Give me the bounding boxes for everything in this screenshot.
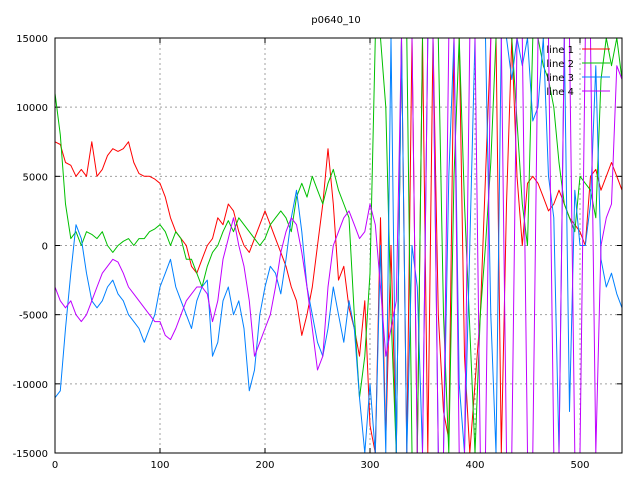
y-tick-label: 5000 — [23, 172, 48, 183]
legend-label: line 1 — [546, 45, 574, 56]
x-tick-label: 400 — [465, 460, 484, 471]
x-tick-label: 100 — [150, 460, 169, 471]
legend: line 1 line 2 line 3 line 4 — [546, 45, 610, 98]
series-line-3 — [55, 38, 622, 453]
legend-label: line 4 — [546, 87, 574, 98]
x-tick-label: 300 — [360, 460, 379, 471]
legend-label: line 2 — [546, 59, 574, 70]
series-line-1 — [55, 38, 622, 453]
y-tick-label: 10000 — [16, 103, 48, 114]
legend-label: line 3 — [546, 73, 574, 84]
series-line-4 — [55, 38, 622, 453]
y-tick-label: -10000 — [13, 380, 48, 391]
y-tick-label: 15000 — [16, 34, 48, 45]
series-lines — [55, 38, 622, 453]
chart-title: p0640_10 — [311, 15, 361, 26]
y-tick-label: 0 — [42, 242, 48, 253]
x-tick-label: 200 — [255, 460, 274, 471]
y-axis-ticks: -15000 -10000 -5000 0 5000 10000 15000 — [13, 34, 622, 460]
y-tick-label: -5000 — [19, 311, 48, 322]
x-tick-label: 0 — [52, 460, 58, 471]
y-tick-label: -15000 — [13, 449, 48, 460]
series-line-2 — [55, 38, 622, 453]
plot-frame — [54, 37, 623, 454]
x-tick-label: 500 — [570, 460, 589, 471]
x-axis-ticks: 0 100 200 300 400 500 — [52, 38, 590, 471]
